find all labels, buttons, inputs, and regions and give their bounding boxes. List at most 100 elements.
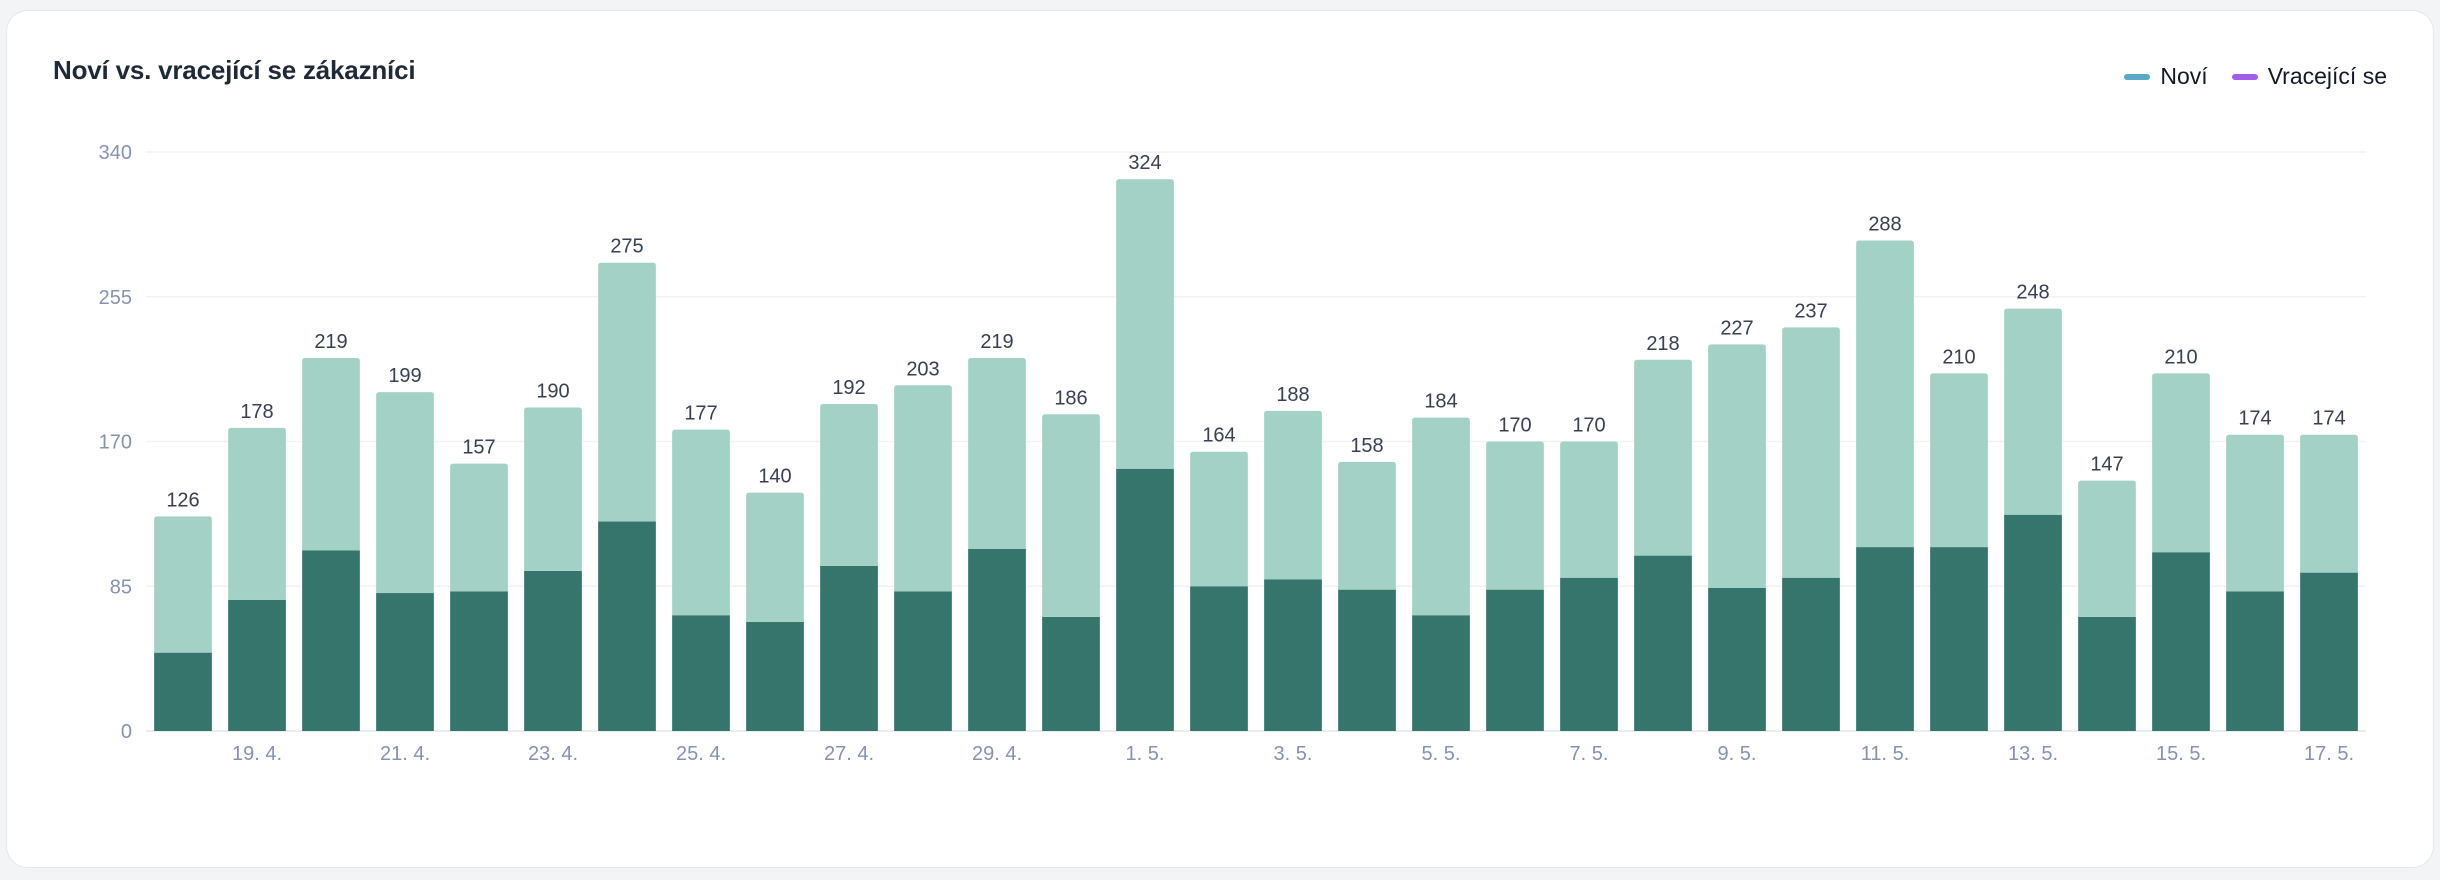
bar-segment-new bbox=[2300, 572, 2358, 731]
bar-segment-new bbox=[1190, 586, 1248, 731]
x-tick-label: 1. 5. bbox=[1126, 743, 1165, 765]
bar-segment-returning bbox=[820, 404, 878, 566]
y-tick-label: 255 bbox=[99, 287, 132, 309]
bar-segment-returning bbox=[598, 262, 656, 522]
bar-segment-new bbox=[154, 652, 212, 731]
x-tick-label: 21. 4. bbox=[380, 743, 430, 765]
legend-label-new: Noví bbox=[2160, 63, 2208, 89]
bar-segment-returning bbox=[1264, 410, 1322, 580]
bar-segment-returning bbox=[1560, 441, 1618, 578]
bar-segment-returning bbox=[154, 516, 212, 653]
legend-label-returning: Vracející se bbox=[2267, 63, 2387, 89]
bar-total-label: 199 bbox=[388, 365, 421, 387]
bar-segment-new bbox=[2226, 591, 2284, 731]
bar-segment-new bbox=[524, 570, 582, 731]
bar-total-label: 275 bbox=[610, 236, 643, 258]
bar-segment-new bbox=[598, 521, 656, 731]
x-tick-label: 5. 5. bbox=[1422, 743, 1461, 765]
bar-total-label: 184 bbox=[1424, 391, 1457, 413]
bar-segment-returning bbox=[1708, 344, 1766, 588]
bar-segment-returning bbox=[1634, 359, 1692, 556]
bar-segment-new bbox=[968, 548, 1026, 731]
chart-legend: Noví Vracející se bbox=[2124, 63, 2387, 90]
bar-segment-new bbox=[1782, 577, 1840, 731]
bar-total-label: 248 bbox=[2016, 282, 2049, 304]
bar-segment-new bbox=[302, 550, 360, 731]
x-tick-label: 15. 5. bbox=[2156, 743, 2206, 765]
bar-segment-new bbox=[1264, 579, 1322, 731]
bar-segment-returning bbox=[894, 385, 952, 592]
bar-segment-new bbox=[894, 591, 952, 731]
bar-segment-returning bbox=[2078, 480, 2136, 617]
x-tick-label: 25. 4. bbox=[676, 743, 726, 765]
y-tick-label: 340 bbox=[99, 142, 132, 164]
bar-segment-returning bbox=[746, 492, 804, 623]
bar-segment-returning bbox=[1042, 414, 1100, 617]
bar-segment-returning bbox=[524, 407, 582, 571]
bar-segment-new bbox=[1930, 547, 1988, 731]
bar-total-label: 178 bbox=[240, 401, 273, 423]
bar-segment-returning bbox=[2004, 308, 2062, 515]
bar-total-label: 210 bbox=[1942, 346, 1975, 368]
x-tick-label: 7. 5. bbox=[1570, 743, 1609, 765]
x-tick-label: 23. 4. bbox=[528, 743, 578, 765]
y-tick-label: 0 bbox=[121, 721, 132, 743]
legend-swatch-returning bbox=[2231, 73, 2258, 80]
bar-total-label: 174 bbox=[2238, 408, 2271, 430]
x-tick-label: 3. 5. bbox=[1274, 743, 1313, 765]
bar-segment-returning bbox=[376, 392, 434, 594]
bar-segment-returning bbox=[1338, 461, 1396, 590]
bar-segment-returning bbox=[1190, 451, 1248, 587]
bar-segment-returning bbox=[1116, 179, 1174, 469]
bar-total-label: 140 bbox=[758, 466, 791, 488]
bar-total-label: 126 bbox=[166, 489, 199, 511]
bar-segment-new bbox=[820, 565, 878, 731]
bar-segment-new bbox=[376, 593, 434, 731]
bar-total-label: 174 bbox=[2312, 408, 2345, 430]
bar-segment-new bbox=[1116, 468, 1174, 731]
legend-item-new[interactable]: Noví bbox=[2124, 63, 2208, 90]
bar-total-label: 147 bbox=[2090, 454, 2123, 476]
bar-segment-returning bbox=[228, 427, 286, 600]
bar-total-label: 170 bbox=[1572, 415, 1605, 437]
x-tick-label: 29. 4. bbox=[972, 743, 1022, 765]
bar-total-label: 188 bbox=[1276, 384, 1309, 406]
bar-segment-new bbox=[1708, 587, 1766, 731]
bar-total-label: 237 bbox=[1794, 300, 1827, 322]
bar-segment-new bbox=[672, 615, 730, 731]
bar-segment-new bbox=[1486, 589, 1544, 731]
bar-total-label: 210 bbox=[2164, 346, 2197, 368]
bar-segment-new bbox=[1412, 615, 1470, 731]
bar-segment-new bbox=[2078, 616, 2136, 731]
bar-segment-returning bbox=[968, 358, 1026, 549]
bar-segment-returning bbox=[2152, 373, 2210, 553]
bar-total-label: 157 bbox=[462, 437, 495, 459]
bar-segment-returning bbox=[2300, 434, 2358, 573]
bar-segment-returning bbox=[302, 358, 360, 551]
x-tick-label: 11. 5. bbox=[1861, 743, 1910, 765]
bar-segment-returning bbox=[450, 463, 508, 592]
bar-total-label: 158 bbox=[1350, 435, 1383, 457]
x-tick-label: 9. 5. bbox=[1718, 743, 1757, 765]
bar-segment-returning bbox=[2226, 434, 2284, 592]
bar-segment-new bbox=[1634, 555, 1692, 731]
bar-segment-new bbox=[2152, 552, 2210, 731]
x-tick-label: 13. 5. bbox=[2008, 743, 2058, 765]
bar-total-label: 170 bbox=[1498, 415, 1531, 437]
legend-swatch-new bbox=[2124, 73, 2151, 80]
bar-segment-new bbox=[1856, 547, 1914, 731]
bar-segment-new bbox=[1338, 589, 1396, 731]
chart-title: Noví vs. vracející se zákazníci bbox=[53, 55, 416, 85]
bar-segment-new bbox=[746, 622, 804, 731]
bar-segment-returning bbox=[1930, 373, 1988, 548]
bar-total-label: 219 bbox=[314, 331, 347, 353]
legend-item-returning[interactable]: Vracející se bbox=[2231, 63, 2387, 90]
bar-segment-returning bbox=[1486, 441, 1544, 590]
bar-total-label: 192 bbox=[832, 377, 865, 399]
bar-segment-returning bbox=[672, 429, 730, 616]
bar-segment-new bbox=[450, 591, 508, 731]
bar-segment-new bbox=[1042, 616, 1100, 731]
x-tick-label: 17. 5. bbox=[2304, 743, 2354, 765]
bar-total-label: 190 bbox=[536, 380, 569, 402]
